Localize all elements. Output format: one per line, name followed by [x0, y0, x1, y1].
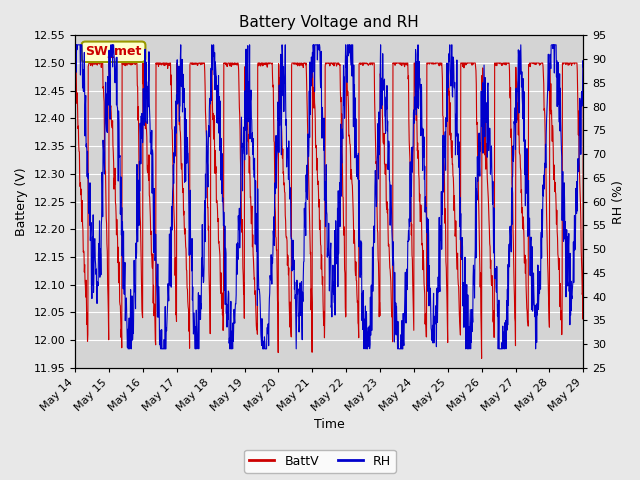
Y-axis label: Battery (V): Battery (V) [15, 167, 28, 236]
RH [185, 180, 193, 186]
BattV [408, 221, 415, 227]
BattV [579, 60, 587, 66]
Y-axis label: RH (%): RH (%) [612, 180, 625, 224]
Line: BattV: BattV [75, 63, 583, 359]
RH [124, 346, 132, 352]
BattV [71, 60, 79, 66]
Text: SW_met: SW_met [85, 45, 141, 58]
BattV [241, 80, 249, 85]
RH [520, 76, 527, 82]
BattV [520, 214, 527, 220]
BattV [477, 356, 485, 361]
BattV [184, 304, 192, 310]
RH [579, 64, 587, 70]
X-axis label: Time: Time [314, 419, 344, 432]
BattV [474, 160, 482, 166]
RH [241, 127, 249, 133]
RH [71, 42, 79, 48]
RH [172, 130, 180, 136]
Line: RH: RH [75, 45, 583, 349]
RH [408, 144, 416, 150]
RH [475, 173, 483, 179]
Legend: BattV, RH: BattV, RH [244, 450, 396, 473]
Title: Battery Voltage and RH: Battery Voltage and RH [239, 15, 419, 30]
BattV [172, 312, 180, 318]
